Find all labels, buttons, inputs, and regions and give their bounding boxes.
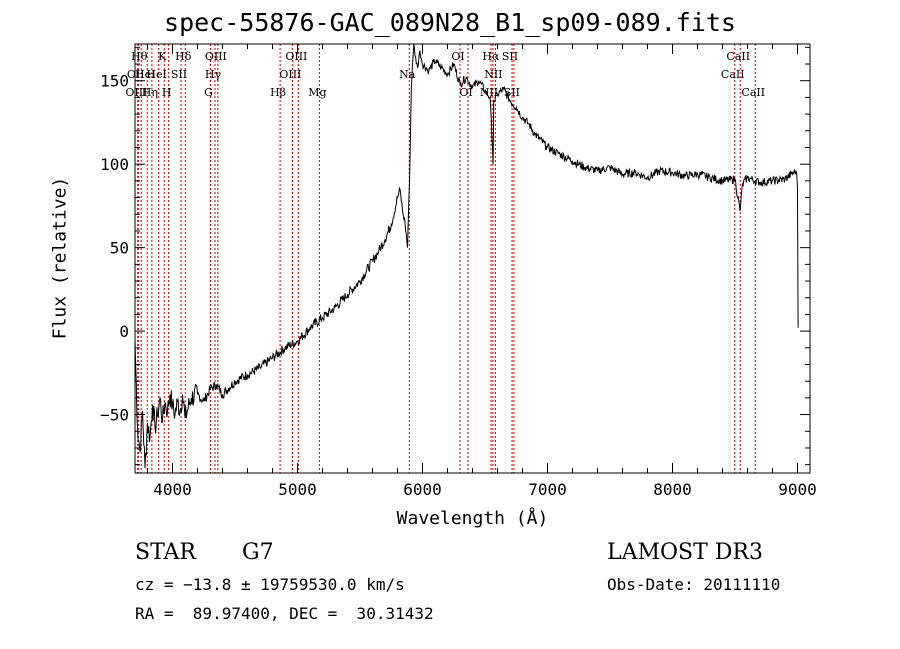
x-tick-label: 8000 xyxy=(653,480,692,499)
line-label: SII xyxy=(171,68,187,81)
object-class: STAR xyxy=(135,540,196,565)
line-label: OI xyxy=(459,86,472,99)
chart-title: spec-55876-GAC_089N28_B1_sp09-089.fits xyxy=(164,8,736,37)
line-label: G xyxy=(204,86,213,99)
line-label: Hα xyxy=(482,50,500,63)
y-tick-label: 100 xyxy=(100,155,129,174)
line-label: SII xyxy=(502,50,518,63)
x-tick-label: 6000 xyxy=(403,480,442,499)
x-axis-label: Wavelength (Å) xyxy=(396,508,549,529)
line-label: NII xyxy=(480,86,498,99)
line-label: K xyxy=(158,50,167,63)
line-label: Mg xyxy=(308,86,326,99)
line-label: OIII xyxy=(279,68,301,81)
y-tick-label: 50 xyxy=(110,239,129,258)
y-tick-label: −50 xyxy=(100,406,129,425)
object-subclass: G7 xyxy=(242,540,274,565)
line-label: H xyxy=(162,86,172,99)
line-label: OIII xyxy=(125,86,147,99)
line-label: HeI xyxy=(146,68,166,81)
line-labels: OIIOIIIHθHeIHηHeIKHSIIHδGHγOIIIHβOIIIOII… xyxy=(125,50,765,99)
obs-date: Obs-Date: 20111110 xyxy=(607,575,781,594)
line-label: CaII xyxy=(721,68,745,81)
line-label: Hθ xyxy=(131,50,148,63)
line-label: Hβ xyxy=(270,86,286,99)
line-label: OIII xyxy=(285,50,307,63)
line-label: Hη xyxy=(142,86,158,99)
x-tick-label: 4000 xyxy=(153,480,192,499)
line-markers xyxy=(137,44,756,473)
x-tick-label: 5000 xyxy=(278,480,317,499)
line-label: HeI xyxy=(135,68,155,81)
plot-frame xyxy=(134,43,811,474)
line-label: CaII xyxy=(726,50,750,63)
line-label: OIII xyxy=(205,50,227,63)
y-tick-label: 150 xyxy=(100,72,129,91)
line-label: NII xyxy=(484,68,502,81)
line-label: Hδ xyxy=(175,50,192,63)
survey-label: LAMOST DR3 xyxy=(607,540,763,565)
y-tick-label: 0 xyxy=(119,322,129,341)
x-tick-label: 9000 xyxy=(778,480,817,499)
line-label: Na xyxy=(399,68,416,81)
line-label: OII xyxy=(127,68,145,81)
axes xyxy=(134,43,811,474)
redshift-text: cz = −13.8 ± 19759530.0 km/s xyxy=(135,575,405,594)
line-label: SII xyxy=(504,86,520,99)
line-label: Hγ xyxy=(205,68,222,81)
radec-text: RA = 89.97400, DEC = 30.31432 xyxy=(135,604,434,623)
line-label: OI xyxy=(451,50,464,63)
x-tick-label: 7000 xyxy=(528,480,567,499)
line-label: CaII xyxy=(741,86,765,99)
ticks: 4000 5000 6000 7000 8000 9000 −50 0 50 100 150 xyxy=(100,44,817,499)
spectrum-series xyxy=(134,43,799,469)
y-axis-label: Flux (relative) xyxy=(49,176,71,340)
spectrum-line xyxy=(134,43,799,469)
